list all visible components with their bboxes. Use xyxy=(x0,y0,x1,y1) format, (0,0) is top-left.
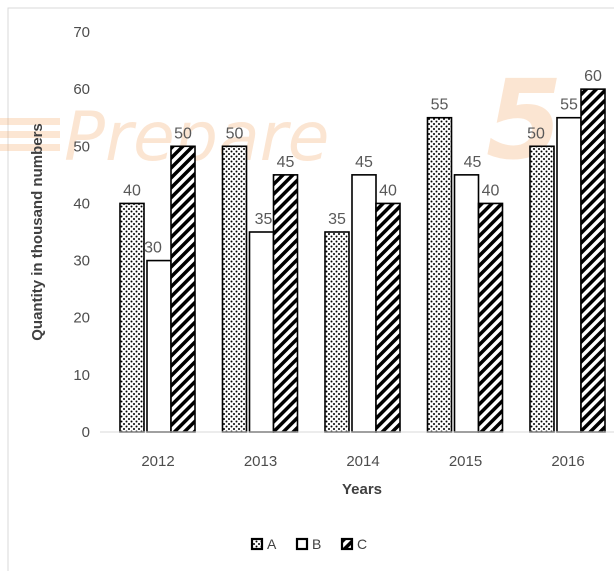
watermark-stripes-icon xyxy=(0,118,60,151)
y-tick-label: 10 xyxy=(73,367,90,384)
data-label: 50 xyxy=(174,125,192,142)
x-axis-ticks: 2012 2013 2014 2015 2016 xyxy=(141,453,584,470)
data-label: 40 xyxy=(123,182,141,199)
y-tick-label: 60 xyxy=(73,81,90,98)
legend-label-a: A xyxy=(267,536,277,552)
x-tick-label: 2015 xyxy=(449,453,482,470)
data-label: 45 xyxy=(277,154,295,171)
bar-b-2015 xyxy=(453,174,480,433)
data-label: 55 xyxy=(560,97,578,114)
y-tick-label: 70 xyxy=(73,24,90,41)
y-tick-label: 0 xyxy=(82,424,90,441)
legend-swatch-a xyxy=(250,537,264,551)
x-axis-title: Years xyxy=(342,481,382,498)
bar-b-2013 xyxy=(248,231,275,433)
data-label: 50 xyxy=(226,125,244,142)
y-axis-title: Quantity in thousand numbers xyxy=(29,123,46,341)
bar-a-2016 xyxy=(529,145,555,433)
legend-swatch-b xyxy=(295,537,309,551)
x-tick-label: 2016 xyxy=(551,453,584,470)
bars-group xyxy=(119,88,606,433)
bar-a-2012 xyxy=(119,202,145,433)
bar-a-2013 xyxy=(221,145,248,433)
bar-a-2014 xyxy=(324,231,350,433)
chart-border xyxy=(7,7,614,571)
bar-c-2014 xyxy=(375,202,401,433)
y-tick-label: 40 xyxy=(73,195,90,212)
legend-swatch-c xyxy=(340,537,354,551)
legend-label-c: C xyxy=(357,536,367,552)
bar-b-2014 xyxy=(351,174,377,433)
watermark: Prepare 5 xyxy=(0,56,563,184)
bar-a-2015 xyxy=(426,116,453,433)
y-tick-label: 30 xyxy=(73,253,90,270)
data-label: 30 xyxy=(144,240,162,257)
x-tick-label: 2013 xyxy=(244,453,277,470)
data-label: 35 xyxy=(328,211,346,228)
data-label: 45 xyxy=(464,154,482,171)
bar-b-2012 xyxy=(146,259,172,433)
x-tick-label: 2012 xyxy=(141,453,174,470)
watermark-text: Prepare xyxy=(64,98,329,177)
legend-label-b: B xyxy=(312,536,321,552)
x-tick-label: 2014 xyxy=(346,453,379,470)
data-label: 55 xyxy=(431,97,449,114)
y-tick-label: 50 xyxy=(73,138,90,155)
data-label: 35 xyxy=(255,211,273,228)
bar-c-2015 xyxy=(477,202,504,433)
data-label: 60 xyxy=(584,68,602,85)
data-label: 40 xyxy=(379,182,397,199)
data-label: 45 xyxy=(355,154,373,171)
bar-c-2013 xyxy=(272,174,299,433)
bar-c-2012 xyxy=(170,145,196,433)
legend: A B C xyxy=(250,536,367,552)
bar-b-2016 xyxy=(556,116,582,433)
y-axis-ticks: 0 10 20 30 40 50 60 70 xyxy=(73,24,90,441)
bar-c-2016 xyxy=(580,88,606,433)
y-tick-label: 20 xyxy=(73,310,90,327)
data-label: 40 xyxy=(482,182,500,199)
data-label: 50 xyxy=(527,125,545,142)
